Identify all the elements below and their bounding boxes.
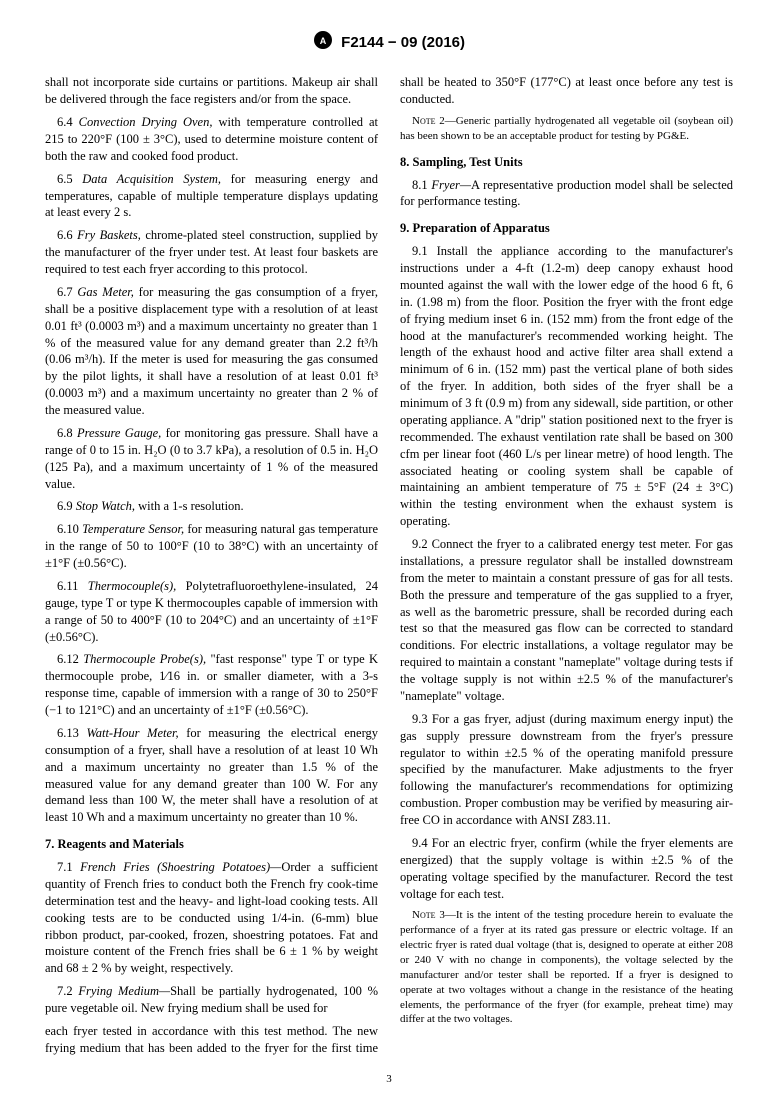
para-6-12: 6.12 Thermocouple Probe(s), "fast respon… — [45, 651, 378, 719]
para-6-6: 6.6 Fry Baskets, chrome-plated steel con… — [45, 227, 378, 278]
header-text: F2144 − 09 (2016) — [341, 34, 465, 51]
para-6-4: 6.4 Convection Drying Oven, with tempera… — [45, 114, 378, 165]
note-3: Note 3—It is the intent of the testing p… — [400, 908, 733, 1027]
section-8-heading: 8. Sampling, Test Units — [400, 154, 733, 171]
page-number: 3 — [45, 1072, 733, 1087]
para-6-8: 6.8 Pressure Gauge, for monitoring gas p… — [45, 425, 378, 493]
content-columns: shall not incorporate side curtains or p… — [45, 74, 733, 1056]
para-6-11: 6.11 Thermocouple(s), Polytetrafluoroeth… — [45, 578, 378, 646]
page-header: A F2144 − 09 (2016) — [45, 30, 733, 56]
para-7-1: 7.1 French Fries (Shoestring Potatoes)—O… — [45, 859, 378, 977]
para-9-3: 9.3 For a gas fryer, adjust (during maxi… — [400, 711, 733, 829]
para-6-7: 6.7 Gas Meter, for measuring the gas con… — [45, 284, 378, 419]
para-9-4: 9.4 For an electric fryer, confirm (whil… — [400, 835, 733, 903]
astm-logo-icon: A — [313, 30, 333, 56]
para-6-9: 6.9 Stop Watch, with a 1-s resolution. — [45, 498, 378, 515]
para-8-1: 8.1 Fryer—A representative production mo… — [400, 177, 733, 211]
svg-text:A: A — [320, 36, 327, 46]
para-7-2: 7.2 Frying Medium—Shall be partially hyd… — [45, 983, 378, 1017]
para-6-5: 6.5 Data Acquisition System, for measuri… — [45, 171, 378, 222]
section-9-heading: 9. Preparation of Apparatus — [400, 220, 733, 237]
para-6-intro: shall not incorporate side curtains or p… — [45, 74, 378, 108]
para-9-1: 9.1 Install the appliance according to t… — [400, 243, 733, 530]
para-9-2: 9.2 Connect the fryer to a calibrated en… — [400, 536, 733, 705]
para-6-10: 6.10 Temperature Sensor, for measuring n… — [45, 521, 378, 572]
section-7-heading: 7. Reagents and Materials — [45, 836, 378, 853]
para-6-13: 6.13 Watt-Hour Meter, for measuring the … — [45, 725, 378, 826]
note-2: Note 2—Generic partially hydrogenated al… — [400, 114, 733, 144]
